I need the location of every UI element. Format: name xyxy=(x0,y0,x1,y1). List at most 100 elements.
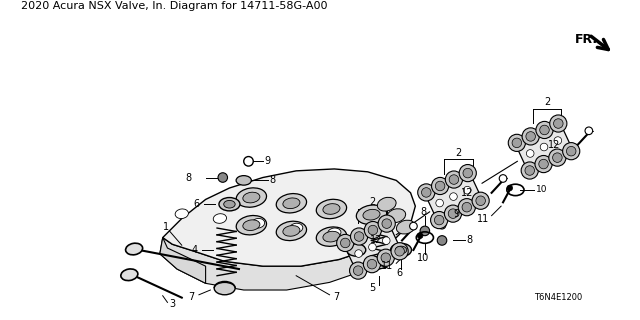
Circle shape xyxy=(377,249,394,266)
Circle shape xyxy=(367,260,377,269)
Polygon shape xyxy=(160,237,205,283)
Ellipse shape xyxy=(121,269,138,281)
Circle shape xyxy=(444,205,461,222)
Circle shape xyxy=(351,228,367,245)
Circle shape xyxy=(431,177,449,195)
Ellipse shape xyxy=(363,209,380,220)
Text: 2020 Acura NSX Valve, In. Diagram for 14711-58G-A00: 2020 Acura NSX Valve, In. Diagram for 14… xyxy=(21,1,328,12)
Text: FR.: FR. xyxy=(575,33,598,46)
Circle shape xyxy=(436,199,444,207)
Circle shape xyxy=(539,159,548,169)
Ellipse shape xyxy=(236,215,266,235)
Text: 10: 10 xyxy=(417,252,429,263)
Text: 4: 4 xyxy=(192,245,198,255)
Ellipse shape xyxy=(283,198,300,209)
Circle shape xyxy=(526,150,534,157)
Circle shape xyxy=(585,127,593,135)
Ellipse shape xyxy=(236,188,266,207)
Ellipse shape xyxy=(252,219,265,228)
Circle shape xyxy=(340,238,350,248)
Circle shape xyxy=(550,115,567,132)
Text: 10: 10 xyxy=(536,185,548,195)
Circle shape xyxy=(554,137,562,144)
Circle shape xyxy=(459,164,476,182)
Ellipse shape xyxy=(356,233,387,252)
Text: 8: 8 xyxy=(467,236,473,245)
Text: 8: 8 xyxy=(269,175,276,185)
Ellipse shape xyxy=(213,214,227,223)
Text: 12: 12 xyxy=(548,140,560,150)
Text: 12: 12 xyxy=(461,188,474,198)
Text: 7: 7 xyxy=(333,292,340,302)
Text: 11: 11 xyxy=(381,261,394,271)
Circle shape xyxy=(355,232,364,241)
Circle shape xyxy=(418,184,435,201)
Circle shape xyxy=(566,147,576,156)
Polygon shape xyxy=(344,225,401,270)
Ellipse shape xyxy=(323,231,340,242)
Ellipse shape xyxy=(224,200,235,208)
Circle shape xyxy=(244,156,253,166)
Text: 1: 1 xyxy=(163,222,168,232)
Circle shape xyxy=(563,143,580,160)
Circle shape xyxy=(458,199,476,216)
Ellipse shape xyxy=(387,209,406,222)
Circle shape xyxy=(521,162,538,179)
Circle shape xyxy=(536,121,553,139)
Ellipse shape xyxy=(390,243,412,257)
Circle shape xyxy=(552,153,562,162)
Ellipse shape xyxy=(219,197,240,211)
Circle shape xyxy=(540,143,548,151)
Text: 2: 2 xyxy=(369,197,376,207)
Ellipse shape xyxy=(347,244,365,256)
Circle shape xyxy=(364,221,381,239)
Ellipse shape xyxy=(214,281,235,295)
Circle shape xyxy=(364,256,381,273)
Ellipse shape xyxy=(316,227,347,246)
Ellipse shape xyxy=(243,220,260,230)
Ellipse shape xyxy=(356,205,387,224)
Circle shape xyxy=(554,119,563,128)
Circle shape xyxy=(337,234,354,252)
Circle shape xyxy=(435,215,444,225)
Ellipse shape xyxy=(289,223,303,233)
Ellipse shape xyxy=(125,243,143,255)
Circle shape xyxy=(449,175,459,184)
Polygon shape xyxy=(516,124,572,170)
Ellipse shape xyxy=(175,209,188,219)
Text: 2: 2 xyxy=(455,148,461,158)
Ellipse shape xyxy=(276,194,307,213)
Circle shape xyxy=(522,128,540,145)
Circle shape xyxy=(462,203,472,212)
Circle shape xyxy=(472,192,489,209)
Text: 5: 5 xyxy=(369,283,376,293)
Circle shape xyxy=(463,168,472,178)
Circle shape xyxy=(535,156,552,173)
Circle shape xyxy=(438,221,446,229)
Ellipse shape xyxy=(236,176,252,185)
Text: 6: 6 xyxy=(194,199,200,209)
Ellipse shape xyxy=(378,197,396,211)
Circle shape xyxy=(353,266,363,276)
Circle shape xyxy=(525,166,534,175)
Circle shape xyxy=(395,246,404,256)
Polygon shape xyxy=(163,169,415,266)
Circle shape xyxy=(435,181,445,191)
Circle shape xyxy=(431,212,448,229)
Ellipse shape xyxy=(396,246,407,254)
Circle shape xyxy=(499,175,507,182)
Text: 2: 2 xyxy=(544,97,550,107)
Text: 7: 7 xyxy=(188,292,194,302)
Ellipse shape xyxy=(243,192,260,203)
Circle shape xyxy=(507,185,513,191)
Circle shape xyxy=(512,138,522,148)
Circle shape xyxy=(476,196,485,205)
Circle shape xyxy=(391,243,408,260)
Circle shape xyxy=(383,237,390,244)
Circle shape xyxy=(369,243,376,251)
Text: 12: 12 xyxy=(369,236,382,245)
Polygon shape xyxy=(160,237,387,290)
Ellipse shape xyxy=(316,199,347,219)
Text: 9: 9 xyxy=(454,209,460,219)
Circle shape xyxy=(549,149,566,166)
